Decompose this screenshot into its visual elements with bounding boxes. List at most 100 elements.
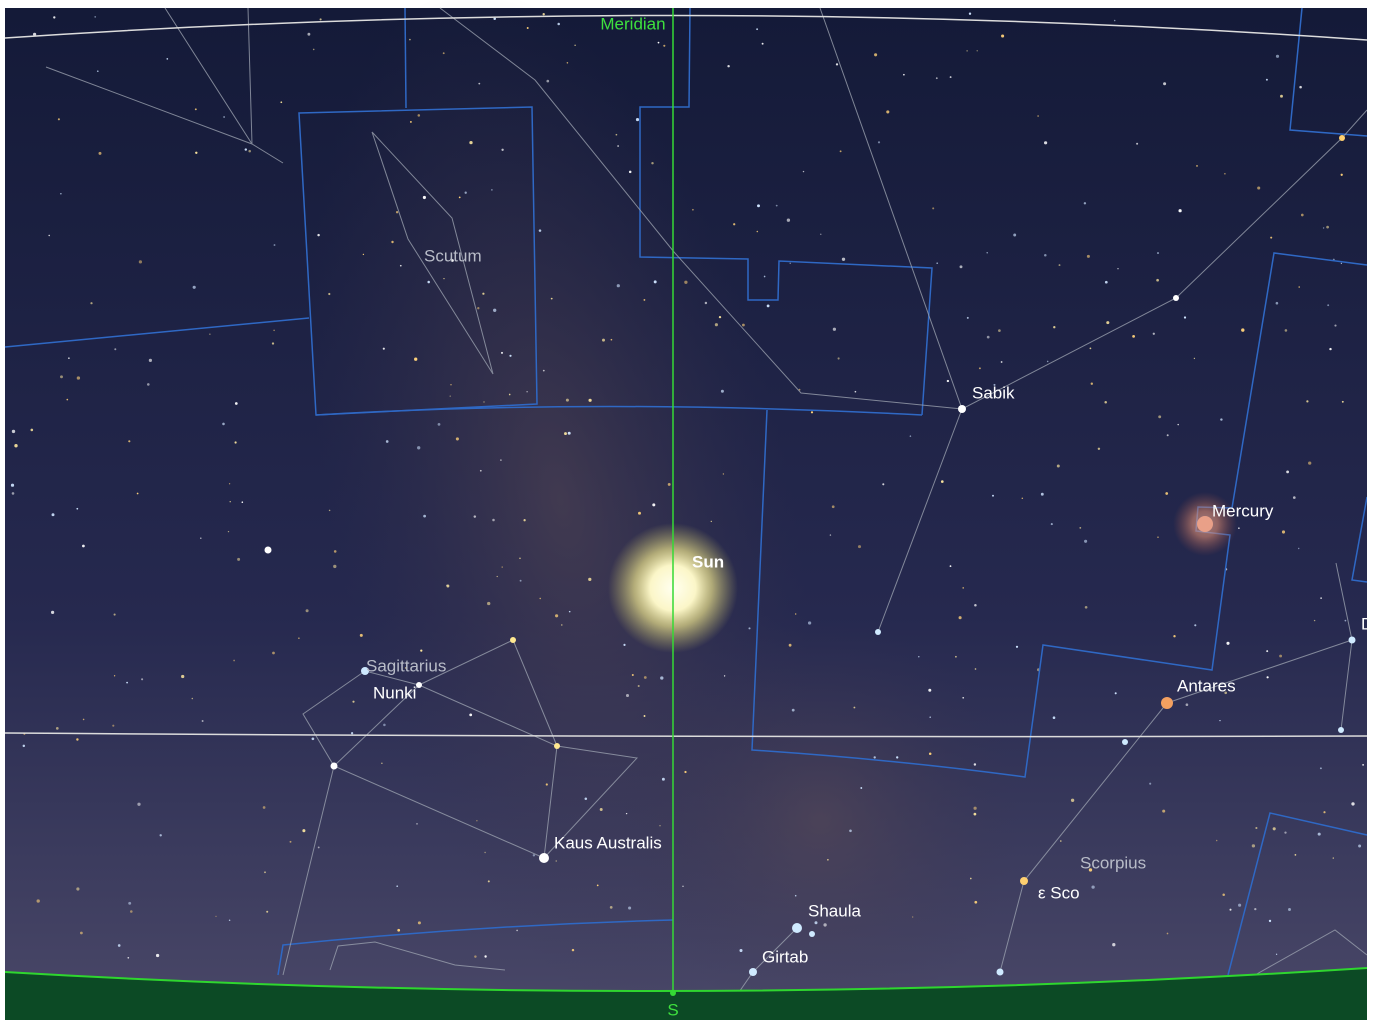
star [551,298,553,300]
star [94,16,96,18]
star [555,614,558,617]
star [878,141,880,143]
star [1084,540,1087,543]
star [381,763,382,764]
star [465,192,467,194]
star [1288,908,1291,911]
star [237,558,240,561]
star [929,753,932,756]
star [523,519,525,521]
star [663,45,665,47]
star [986,252,987,253]
star [149,359,152,362]
star [626,813,627,814]
star [66,399,68,401]
star [12,492,15,495]
star [1306,400,1308,402]
star [351,732,353,734]
star [1323,227,1324,228]
star [941,480,944,483]
star [936,262,938,264]
star [1060,840,1062,842]
star [416,823,417,824]
star [483,401,484,402]
star [1341,263,1342,264]
star [48,235,49,236]
star [397,929,400,932]
star [502,566,503,567]
star [423,196,426,199]
star [815,921,818,924]
star [478,83,480,85]
star [600,808,603,811]
star [543,370,545,372]
star [1087,255,1090,258]
star [1167,933,1169,935]
star [128,902,131,905]
star [1308,461,1311,464]
star [474,955,476,957]
star [795,895,797,897]
star [1153,333,1155,335]
star [1173,635,1175,637]
star [597,885,599,887]
star [789,644,792,647]
star [383,724,386,727]
star [638,512,641,515]
star [662,778,665,781]
star [137,493,139,495]
star [962,587,964,589]
object-label: Shaula [808,901,861,920]
star [147,383,150,386]
star [644,715,646,717]
star [114,614,116,616]
star [1320,767,1322,769]
star [721,390,724,393]
star [1301,214,1304,217]
star [14,444,17,447]
star [836,63,838,65]
star [263,806,266,809]
star [223,116,225,118]
star [1162,810,1165,813]
star [929,716,931,718]
star [853,707,855,709]
star [1269,920,1271,922]
star [200,537,201,538]
star [742,324,745,327]
star [629,171,632,174]
star [166,58,168,60]
star [1238,527,1240,529]
star [333,565,336,568]
star [114,348,116,350]
star [762,43,764,45]
star [1196,165,1198,167]
star [1295,854,1297,856]
star [51,611,54,614]
star [76,508,78,510]
star [242,501,244,503]
star [1273,827,1276,830]
star [383,348,385,350]
star [705,302,707,304]
star [1194,624,1196,626]
star [1267,676,1269,678]
star [519,558,521,560]
star [386,440,389,443]
star [654,280,657,283]
star [192,698,194,700]
star [409,39,411,41]
star [229,920,231,922]
star [1329,348,1331,350]
star [360,634,363,637]
star [77,376,80,379]
star [585,798,588,801]
star [992,495,994,497]
star [617,145,619,147]
star [1156,279,1159,282]
star [484,852,485,853]
star [363,254,364,255]
star [959,616,962,619]
star [1298,548,1299,549]
star [1112,943,1115,946]
